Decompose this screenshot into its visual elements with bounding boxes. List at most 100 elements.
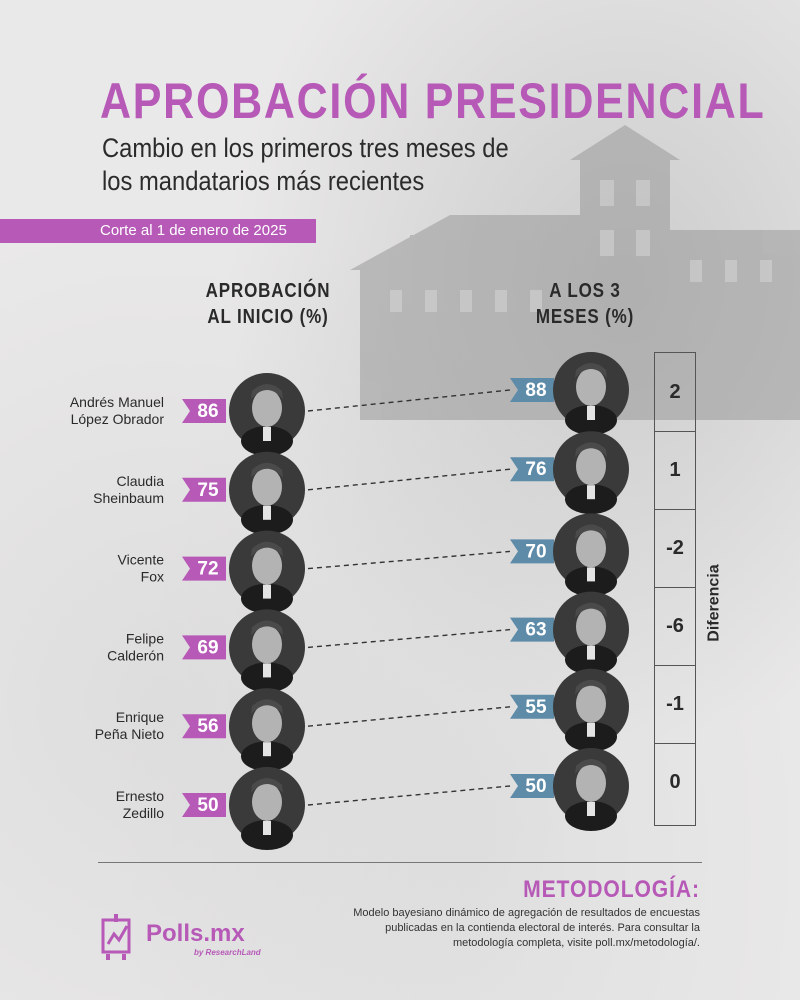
end-portrait-face	[576, 368, 606, 406]
start-portrait-face	[252, 389, 282, 427]
difference-cell: -2	[655, 509, 695, 588]
end-tag	[510, 617, 554, 642]
president-name-line: Felipe	[126, 630, 164, 646]
start-tag	[182, 635, 226, 660]
start-portrait-hair	[251, 384, 283, 399]
difference-cell: -1	[655, 665, 695, 744]
page-title: APROBACIÓN PRESIDENCIAL	[100, 73, 766, 129]
start-value: 50	[197, 795, 218, 816]
start-portrait-hair	[251, 620, 283, 636]
end-tag	[510, 774, 554, 798]
start-value: 86	[197, 401, 218, 422]
end-portrait-hair	[575, 363, 607, 378]
start-portrait-face	[252, 546, 282, 585]
start-portrait-collar	[263, 742, 271, 757]
difference-label-text: Diferencia	[706, 564, 723, 642]
president-name-line: Fox	[141, 569, 164, 585]
president-name-line: Vicente	[118, 552, 165, 568]
end-column-header: A LOS 3 MESES (%)	[504, 278, 666, 330]
connector-line	[307, 550, 511, 570]
start-portrait-face	[252, 625, 282, 664]
end-portrait-collar	[587, 567, 595, 582]
connector-line	[307, 706, 511, 727]
start-tag	[182, 714, 226, 739]
start-value: 72	[197, 559, 218, 580]
start-portrait-hair	[251, 699, 283, 715]
start-tag	[182, 399, 226, 423]
difference-table: 2 1 -2 -6 -1 0	[654, 352, 696, 826]
end-portrait-collar	[587, 485, 595, 500]
end-portrait-hair	[575, 602, 607, 618]
end-tag	[510, 378, 554, 402]
polls-mx-logo[interactable]: Polls.mx by ResearchLand	[100, 912, 300, 964]
palace-building-illustration	[350, 125, 800, 420]
start-portrait-hair	[251, 541, 283, 557]
start-portrait-collar	[263, 427, 271, 441]
end-tag	[510, 539, 554, 564]
end-header-line: MESES (%)	[535, 306, 635, 328]
president-name-line: Enrique	[116, 709, 164, 725]
end-portrait-hair	[575, 759, 607, 774]
start-portrait-collar	[263, 663, 271, 678]
start-portrait-hair	[251, 462, 283, 478]
president-name-line: Sheinbaum	[93, 490, 164, 506]
president-name-line: Peña Nieto	[95, 726, 164, 742]
start-portrait-face	[252, 704, 282, 743]
difference-axis-label: Diferencia	[700, 564, 730, 641]
subtitle-line: Cambio en los primeros tres meses de	[102, 133, 509, 163]
connector-line	[307, 468, 511, 491]
end-portrait-hair	[575, 442, 607, 458]
end-portrait-collar	[587, 722, 595, 737]
start-portrait-face	[252, 467, 282, 506]
start-value: 56	[197, 716, 218, 737]
methodology-text: Modelo bayesiano dinámico de agregación …	[353, 907, 700, 949]
start-value: 69	[197, 637, 218, 658]
end-portrait-collar	[587, 406, 595, 420]
connector-line	[307, 628, 511, 649]
end-tag	[510, 694, 554, 719]
start-header-line: AL INICIO (%)	[207, 306, 329, 328]
subtitle-line: los mandatarios más recientes	[102, 166, 425, 196]
difference-cell: 2	[655, 353, 695, 432]
president-name-line: López Obrador	[71, 411, 165, 427]
footer-divider	[98, 862, 702, 863]
president-name-line: Ernesto	[116, 788, 164, 804]
start-portrait-hair	[251, 778, 283, 793]
start-column-header: APROBACIÓN AL INICIO (%)	[183, 278, 353, 330]
end-portrait-hair	[575, 679, 607, 695]
start-portrait-collar	[263, 505, 271, 520]
start-value: 75	[197, 480, 219, 501]
difference-cell: -6	[655, 587, 695, 666]
end-header-line: A LOS 3	[549, 280, 621, 302]
end-portrait-face	[576, 684, 606, 723]
president-name-line: Zedillo	[123, 805, 164, 821]
end-portrait-face	[576, 607, 606, 646]
start-tag	[182, 477, 226, 502]
end-portrait-collar	[587, 802, 595, 816]
end-value: 63	[525, 620, 546, 641]
page-subtitle: Cambio en los primeros tres meses de los…	[102, 132, 560, 198]
end-value: 88	[525, 380, 546, 401]
polls-chart-icon	[101, 914, 131, 960]
president-name-line: Andrés Manuel	[70, 394, 164, 410]
start-tag	[182, 556, 226, 581]
end-portrait-hair	[575, 524, 607, 540]
president-name-line: Calderón	[107, 647, 164, 663]
start-portrait-face	[252, 783, 282, 821]
start-portrait-collar	[263, 821, 271, 835]
end-value: 76	[525, 459, 546, 480]
end-portrait-face	[576, 529, 606, 568]
end-portrait-face	[576, 447, 606, 486]
end-tag	[510, 457, 554, 482]
start-tag	[182, 793, 226, 817]
end-value: 50	[525, 776, 546, 797]
start-header-line: APROBACIÓN	[205, 280, 331, 302]
end-value: 55	[525, 697, 547, 718]
methodology-title: METODOLOGÍA:	[523, 876, 700, 903]
difference-cell: 1	[655, 431, 695, 510]
date-band: Corte al 1 de enero de 2025	[0, 219, 316, 243]
date-note: Corte al 1 de enero de 2025	[100, 222, 287, 239]
brand-name: Polls.mx	[146, 920, 245, 947]
connector-line	[307, 785, 511, 806]
